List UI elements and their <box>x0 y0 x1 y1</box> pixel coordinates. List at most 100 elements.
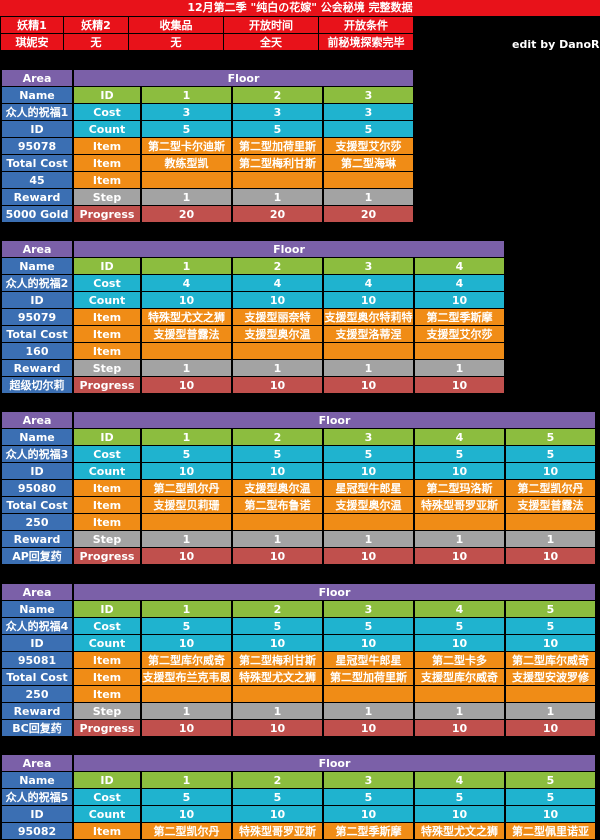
floor-cell: 第二型加荷里斯 <box>324 669 413 685</box>
reward-label: Reward <box>2 360 72 376</box>
header-label: 妖精1 <box>1 17 63 33</box>
item-row-3: 250 Item <box>2 686 595 702</box>
row-key-label: Count <box>74 463 140 479</box>
floor-cell: 支援型奥尔温 <box>324 497 413 513</box>
floor-header: Floor <box>74 70 413 86</box>
floor-cell: 3 <box>324 772 413 788</box>
floor-cell: 10 <box>233 548 322 564</box>
floor-header: Floor <box>74 412 595 428</box>
floor-cell: 第二型卡尔迪斯 <box>142 138 231 154</box>
floor-cell: 1 <box>324 189 413 205</box>
section-name: 众人的祝福3 <box>2 446 72 462</box>
header-label: 开放条件 <box>319 17 413 33</box>
floor-section-4: Area Floor Name ID 1 2 3 4 5 众人的祝福4 Cost 5 5 5 5 5 ID Cou… <box>0 583 597 737</box>
floor-cell: 3 <box>233 104 322 120</box>
floor-cell: 第二型季斯摩 <box>415 309 504 325</box>
row-key-label: Item <box>74 155 140 171</box>
row-key-label: Step <box>74 531 140 547</box>
floor-cell <box>415 343 504 359</box>
floor-cell: 1 <box>233 360 322 376</box>
floor-cell: 3 <box>324 104 413 120</box>
floor-cell: 第二型库尔威奇 <box>506 652 595 668</box>
section-name: 众人的祝福2 <box>2 275 72 291</box>
total-cost-label: Total Cost <box>2 155 72 171</box>
floor-cell: 10 <box>233 806 322 822</box>
area-label: Area <box>2 584 72 600</box>
floor-cell: 1 <box>142 601 231 617</box>
progress-row: AP回复药 Progress 10 10 10 10 10 <box>2 548 595 564</box>
total-cost-value: 250 <box>2 514 72 530</box>
area-row: Area Floor <box>2 584 595 600</box>
floor-cell: 5 <box>415 789 504 805</box>
floor-cell: 4 <box>415 429 504 445</box>
floor-cell: 10 <box>324 548 413 564</box>
row-key-label: Item <box>74 652 140 668</box>
cost-row: 众人的祝福2 Cost 4 4 4 4 <box>2 275 504 291</box>
floor-cell: 第二型梅利甘斯 <box>233 155 322 171</box>
floor-cell: 10 <box>142 635 231 651</box>
area-row: Area Floor <box>2 241 504 257</box>
floor-cell: 3 <box>142 104 231 120</box>
floor-cell: 第二型凯尔丹 <box>142 480 231 496</box>
floor-cell: 第二型玛洛斯 <box>415 480 504 496</box>
floor-cell: 第二型季斯摩 <box>324 823 413 839</box>
row-key-label: Step <box>74 703 140 719</box>
name-label: Name <box>2 601 72 617</box>
floor-cell: 10 <box>142 720 231 736</box>
floor-cell: 10 <box>233 292 322 308</box>
item-row-1: 95078 Item 第二型卡尔迪斯 第二型加荷里斯 支援型艾尔莎 <box>2 138 413 154</box>
floor-cell: 4 <box>415 275 504 291</box>
floor-cell <box>233 343 322 359</box>
step-row: Reward Step 1 1 1 1 <box>2 360 504 376</box>
floor-id-row: Name ID 1 2 3 <box>2 87 413 103</box>
floor-cell: 10 <box>415 377 504 393</box>
header-label: 妖精2 <box>64 17 128 33</box>
floor-cell: 10 <box>506 635 595 651</box>
row-key-label: Count <box>74 292 140 308</box>
area-label: Area <box>2 412 72 428</box>
header-value: 无 <box>64 34 128 50</box>
count-row: ID Count 10 10 10 10 <box>2 292 504 308</box>
area-label: Area <box>2 70 72 86</box>
floor-cell: 第二型凯尔丹 <box>506 480 595 496</box>
floor-cell: 2 <box>233 772 322 788</box>
step-row: Reward Step 1 1 1 <box>2 189 413 205</box>
floor-cell <box>324 686 413 702</box>
item-row-2: Total Cost Item 教练型凯 第二型梅利甘斯 第二型海琳 <box>2 155 413 171</box>
floor-cell: 1 <box>324 360 413 376</box>
count-row: ID Count 5 5 5 <box>2 121 413 137</box>
floor-cell: 支援型丽奈特 <box>233 309 322 325</box>
count-row: ID Count 10 10 10 10 10 <box>2 463 595 479</box>
row-key-label: Count <box>74 806 140 822</box>
floor-cell: 3 <box>324 601 413 617</box>
floor-cell: 10 <box>233 635 322 651</box>
total-cost-value: 160 <box>2 343 72 359</box>
progress-row: 超级切尔莉 Progress 10 10 10 10 <box>2 377 504 393</box>
floor-cell <box>233 514 322 530</box>
floor-cell: 1 <box>415 531 504 547</box>
cost-row: 众人的祝福1 Cost 3 3 3 <box>2 104 413 120</box>
floor-cell: 4 <box>142 275 231 291</box>
floor-cell: 10 <box>324 720 413 736</box>
floor-cell: 10 <box>142 292 231 308</box>
floor-cell: 支援型库尔威奇 <box>415 669 504 685</box>
id-label: ID <box>2 806 72 822</box>
item-row-2: Total Cost Item 支援型布兰克韦恩 特殊型尤文之狮 第二型加荷里斯 支援型库… <box>2 669 595 685</box>
floor-header: Floor <box>74 755 595 771</box>
floor-id-row: Name ID 1 2 3 4 5 <box>2 772 595 788</box>
floor-cell: 4 <box>415 772 504 788</box>
row-key-label: Cost <box>74 789 140 805</box>
floor-cell <box>506 514 595 530</box>
header-label: 收集品 <box>129 17 223 33</box>
id-label: ID <box>2 292 72 308</box>
floor-cell: 5 <box>506 618 595 634</box>
reward-value: AP回复药 <box>2 548 72 564</box>
header-value-row: 琪妮安 无 无 全天 前秘境探索完毕 <box>1 34 413 50</box>
row-key-label: ID <box>74 601 140 617</box>
floor-cell: 1 <box>233 703 322 719</box>
floor-cell: 支援型艾尔莎 <box>415 326 504 342</box>
row-key-label: Cost <box>74 618 140 634</box>
floor-cell: 第二型加荷里斯 <box>233 138 322 154</box>
floor-cell: 4 <box>324 275 413 291</box>
floor-cell: 4 <box>233 275 322 291</box>
